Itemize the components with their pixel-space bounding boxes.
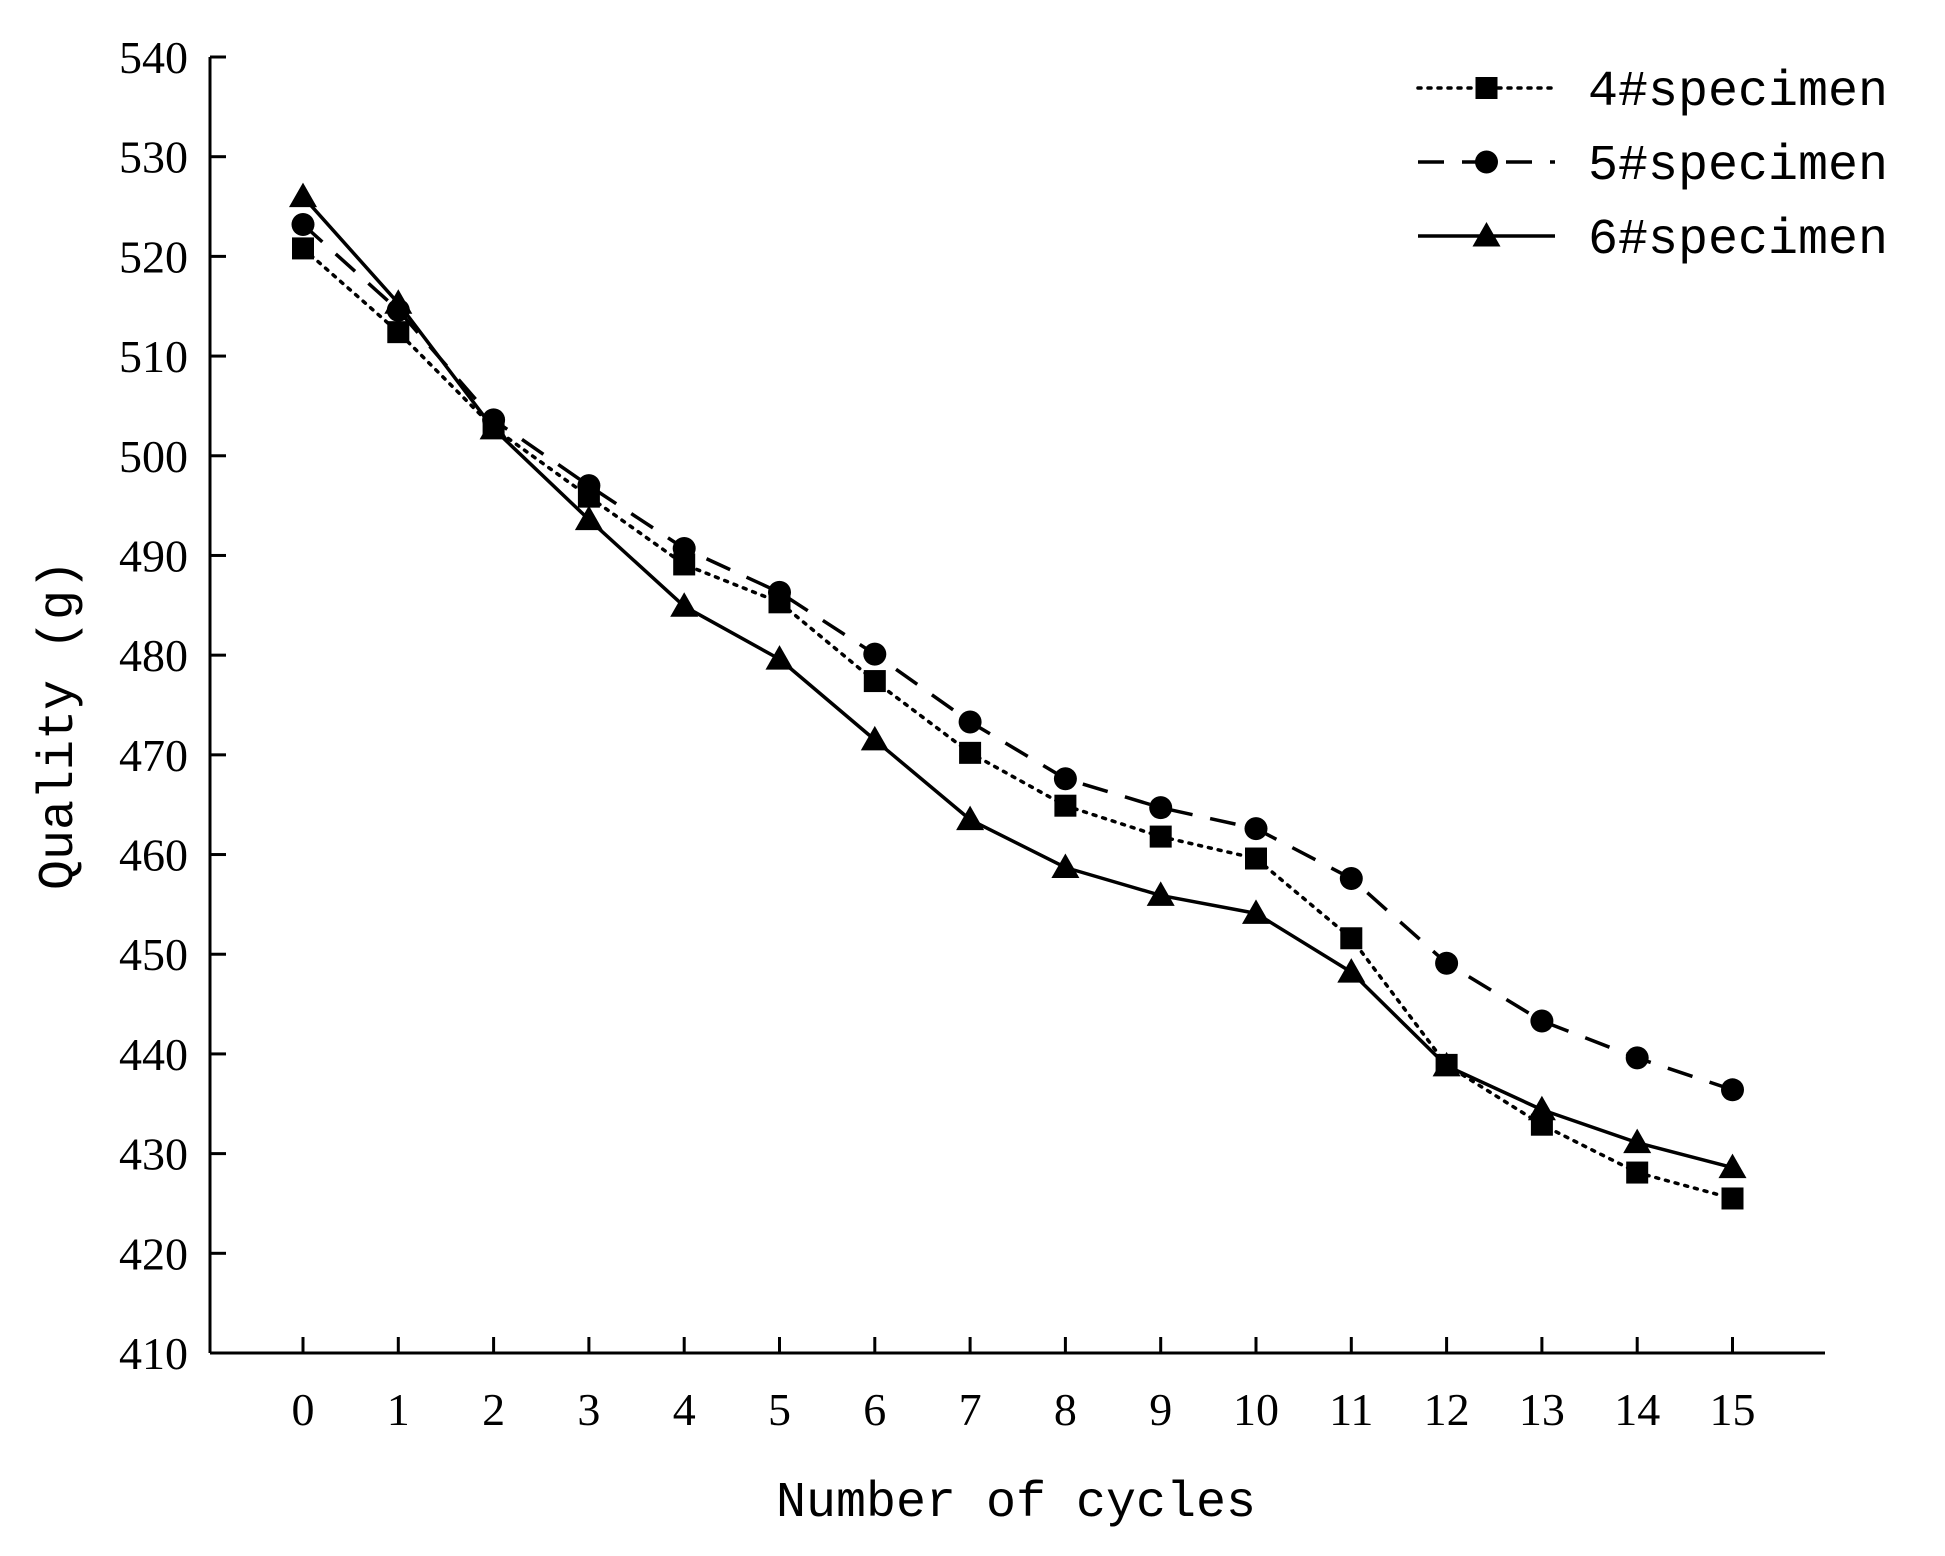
data-point xyxy=(1625,1046,1649,1070)
legend-entry: 6#specimen xyxy=(1418,212,1888,269)
legend-entry: 5#specimen xyxy=(1418,138,1888,195)
y-tick-label: 430 xyxy=(119,1129,188,1180)
data-point xyxy=(1432,1051,1461,1077)
data-point xyxy=(577,474,601,498)
data-point xyxy=(1721,1187,1744,1210)
x-tick-label: 4 xyxy=(673,1384,696,1435)
y-tick-label: 530 xyxy=(119,132,188,183)
y-tick-label: 540 xyxy=(119,32,188,83)
y-tick-label: 450 xyxy=(119,929,188,980)
data-point xyxy=(860,725,889,751)
data-point xyxy=(765,645,794,670)
data-point xyxy=(672,536,696,560)
y-tick-label: 440 xyxy=(119,1029,188,1080)
data-point xyxy=(1149,796,1173,820)
legend-marker xyxy=(1475,150,1498,174)
data-point xyxy=(574,505,603,531)
data-point xyxy=(1340,927,1363,950)
series-line xyxy=(301,195,1733,1170)
x-tick-label: 8 xyxy=(1054,1384,1077,1435)
x-tick-label: 9 xyxy=(1149,1384,1172,1435)
y-tick-label: 510 xyxy=(119,331,188,382)
data-point xyxy=(1244,817,1268,841)
legend: 4#specimen 5#specimen 6#specimen xyxy=(1416,64,1888,269)
legend-marker xyxy=(1472,222,1501,247)
y-tick-label: 480 xyxy=(119,630,188,681)
data-point xyxy=(387,321,410,344)
x-tick-label: 0 xyxy=(292,1384,315,1435)
legend-label: 4#specimen xyxy=(1588,64,1888,121)
series-1 xyxy=(292,237,1744,1210)
legend-marker xyxy=(1475,77,1498,99)
data-point xyxy=(1718,1153,1747,1179)
y-tick-label: 410 xyxy=(119,1328,188,1379)
data-point xyxy=(768,580,791,604)
series-3 xyxy=(289,182,1747,1179)
y-tick-label: 420 xyxy=(119,1228,188,1279)
x-tick-label: 11 xyxy=(1329,1384,1373,1435)
data-point xyxy=(1053,767,1077,791)
data-point xyxy=(289,182,317,208)
x-tick-label: 14 xyxy=(1614,1384,1660,1435)
x-tick-label: 15 xyxy=(1710,1384,1756,1435)
y-tick-label: 500 xyxy=(119,431,188,482)
series-layer xyxy=(289,182,1747,1210)
data-point xyxy=(1242,899,1270,924)
data-point xyxy=(1435,951,1459,975)
data-point xyxy=(863,642,887,666)
data-point xyxy=(959,741,982,764)
x-tick-label: 13 xyxy=(1519,1384,1565,1435)
series-2 xyxy=(291,212,1744,1102)
x-tick-label: 6 xyxy=(863,1384,886,1435)
x-tick-label: 3 xyxy=(577,1384,600,1435)
data-point xyxy=(1721,1078,1744,1102)
y-tick-label: 520 xyxy=(119,231,188,282)
data-point xyxy=(958,710,982,734)
data-point xyxy=(1626,1161,1649,1184)
series-line xyxy=(301,246,1735,1201)
y-tick-label: 470 xyxy=(119,730,188,781)
x-tick-label: 10 xyxy=(1233,1384,1279,1435)
legend-label: 5#specimen xyxy=(1588,138,1888,195)
x-tick-label: 12 xyxy=(1424,1384,1470,1435)
data-point xyxy=(291,212,315,236)
x-tick-label: 1 xyxy=(387,1384,410,1435)
data-point xyxy=(384,289,413,314)
axes: 4104204304404504604704804905005105205305… xyxy=(119,32,1825,1435)
data-point xyxy=(1149,825,1172,848)
data-point xyxy=(673,553,696,576)
data-point xyxy=(1051,853,1080,878)
data-point xyxy=(1530,1009,1554,1033)
y-axis-title: Quality (g) xyxy=(31,560,88,890)
data-point xyxy=(956,805,985,831)
data-point xyxy=(670,592,699,617)
x-tick-label: 5 xyxy=(768,1384,791,1435)
y-tick-label: 490 xyxy=(119,530,188,581)
data-point xyxy=(1339,866,1363,890)
data-point xyxy=(1146,881,1175,906)
data-point xyxy=(863,670,886,693)
data-point xyxy=(1527,1095,1556,1121)
data-point xyxy=(1623,1128,1652,1154)
x-tick-label: 7 xyxy=(959,1384,982,1435)
data-point xyxy=(1054,794,1077,817)
series-line xyxy=(301,223,1734,1092)
data-point xyxy=(1245,847,1267,870)
data-point xyxy=(292,237,314,260)
y-tick-label: 460 xyxy=(119,830,188,881)
x-axis-title: Number of cycles xyxy=(776,1475,1256,1532)
data-point xyxy=(1337,958,1366,983)
data-point xyxy=(479,414,508,440)
legend-entry: 4#specimen xyxy=(1416,64,1888,121)
legend-label: 6#specimen xyxy=(1588,212,1888,269)
x-tick-label: 2 xyxy=(482,1384,505,1435)
